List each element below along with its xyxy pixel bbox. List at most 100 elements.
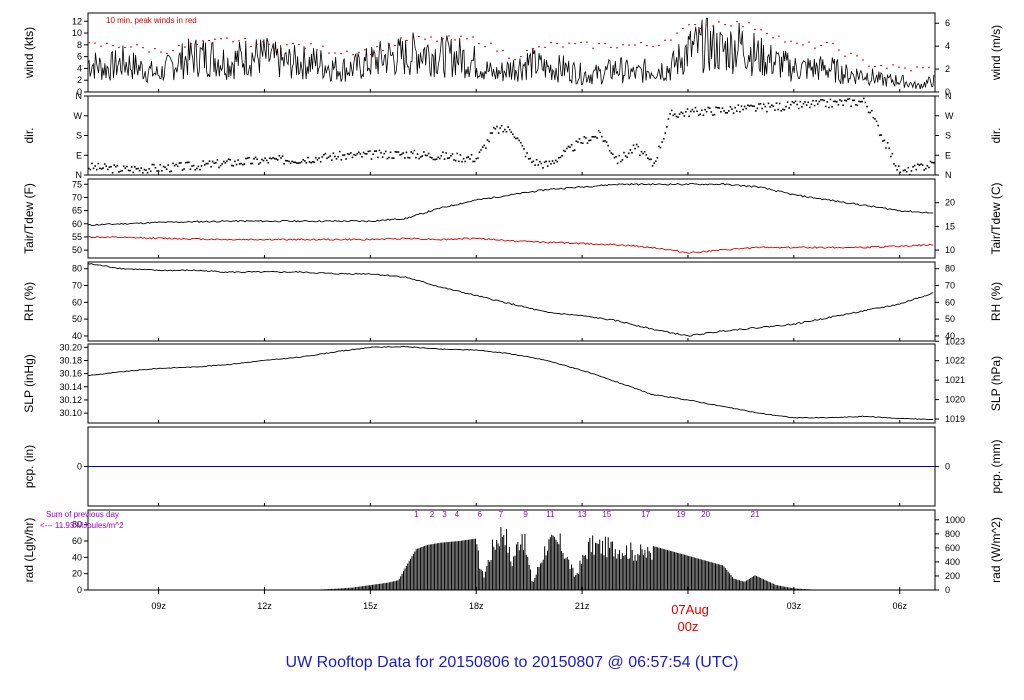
- dir-point: [392, 157, 395, 159]
- dir-point: [489, 132, 492, 134]
- peak-wind-marker: [915, 66, 918, 68]
- ylabel-left-dir: dir.: [22, 127, 36, 143]
- rad-hour-label: 7: [499, 510, 504, 519]
- peak-wind-marker: [525, 49, 528, 51]
- dewpoint-line: [88, 236, 934, 254]
- rad-hour-label: 6: [478, 510, 483, 519]
- dir-point: [840, 100, 843, 102]
- dir-point: [502, 130, 505, 133]
- plot-rad: [295, 527, 829, 590]
- dir-point: [907, 166, 910, 169]
- peak-wind-marker: [201, 40, 204, 42]
- dir-point: [99, 167, 101, 170]
- dir-point: [836, 101, 838, 103]
- dir-point: [254, 156, 257, 159]
- dir-point: [847, 98, 849, 100]
- dir-point: [518, 139, 520, 142]
- dir-point: [759, 102, 762, 105]
- dir-point: [661, 141, 663, 143]
- dir-point: [359, 153, 362, 155]
- ytick-label-right: 1023: [945, 336, 965, 346]
- dir-point: [921, 164, 924, 166]
- dir-point: [526, 152, 528, 154]
- peak-wind-marker: [447, 35, 450, 37]
- dir-point: [878, 134, 881, 137]
- dir-point: [621, 159, 624, 161]
- ylabel-left-wind: wind (kts): [22, 27, 36, 79]
- dir-point: [118, 171, 120, 173]
- peak-wind-marker: [789, 40, 792, 42]
- dir-point: [478, 151, 481, 153]
- dir-point: [775, 102, 778, 105]
- ytick-label-left: 60: [72, 297, 82, 307]
- dir-point: [553, 162, 555, 164]
- dir-point: [157, 170, 160, 172]
- ytick-label-right: 600: [945, 543, 960, 553]
- dir-point: [259, 161, 262, 164]
- dir-point: [221, 163, 224, 165]
- peak-wind-marker: [783, 41, 786, 43]
- dir-point: [688, 115, 690, 118]
- dir-point: [931, 161, 933, 164]
- dir-point: [405, 151, 408, 154]
- peak-wind-marker: [795, 42, 798, 44]
- dir-point: [343, 154, 346, 156]
- peak-wind-marker: [627, 44, 630, 46]
- peak-wind-marker: [393, 44, 396, 46]
- dir-point: [134, 166, 136, 168]
- peak-wind-marker: [441, 38, 444, 40]
- dir-point: [872, 116, 875, 119]
- dir-point: [237, 159, 239, 161]
- dir-point: [431, 157, 433, 159]
- dir-point: [904, 169, 906, 171]
- dir-point: [415, 156, 417, 159]
- dir-point: [303, 160, 306, 162]
- peak-wind-marker: [711, 25, 714, 27]
- dir-point: [905, 170, 908, 173]
- dir-point: [232, 165, 235, 167]
- peak-wind-marker: [459, 35, 462, 37]
- dir-point: [607, 144, 609, 147]
- dir-point: [756, 107, 759, 110]
- peak-wind-marker: [891, 64, 894, 66]
- dir-point: [604, 140, 606, 142]
- peak-wind-marker: [735, 21, 738, 23]
- ytick-label-left: 8: [77, 40, 82, 50]
- dir-point: [149, 170, 152, 173]
- ytick-label-left: 0: [77, 462, 82, 472]
- dir-point: [230, 164, 233, 167]
- dir-point: [635, 143, 638, 146]
- dir-point: [531, 161, 533, 164]
- wind-annotation: 10 min. peak winds in red: [106, 16, 197, 25]
- rad-hour-label: 13: [578, 510, 587, 519]
- xtick-label: 09z: [151, 601, 166, 611]
- dir-point: [319, 160, 322, 163]
- peak-wind-marker: [147, 51, 150, 53]
- dir-point: [556, 160, 559, 163]
- dir-point: [435, 158, 438, 160]
- dir-point: [369, 150, 371, 152]
- dir-point: [451, 153, 454, 155]
- dir-point: [728, 110, 730, 112]
- peak-wind-marker: [603, 43, 606, 45]
- dir-point: [340, 158, 343, 161]
- dir-point: [910, 170, 913, 172]
- ytick-label-right: 2: [945, 64, 950, 74]
- dir-point: [575, 140, 578, 143]
- peak-wind-marker: [429, 36, 432, 38]
- dir-point: [426, 154, 428, 157]
- rad-hour-label: 1: [414, 510, 419, 519]
- dir-point: [396, 151, 398, 153]
- dir-point: [107, 168, 109, 171]
- ytick-label-right: N: [945, 91, 952, 101]
- dir-point: [539, 160, 541, 163]
- dir-point: [122, 165, 125, 168]
- dir-point: [137, 167, 139, 170]
- dir-point: [211, 160, 214, 163]
- dir-point: [548, 160, 551, 163]
- peak-wind-marker: [921, 67, 924, 69]
- peak-wind-marker: [489, 42, 492, 44]
- dir-point: [616, 162, 619, 165]
- dir-point: [912, 166, 914, 168]
- dir-point: [202, 160, 204, 162]
